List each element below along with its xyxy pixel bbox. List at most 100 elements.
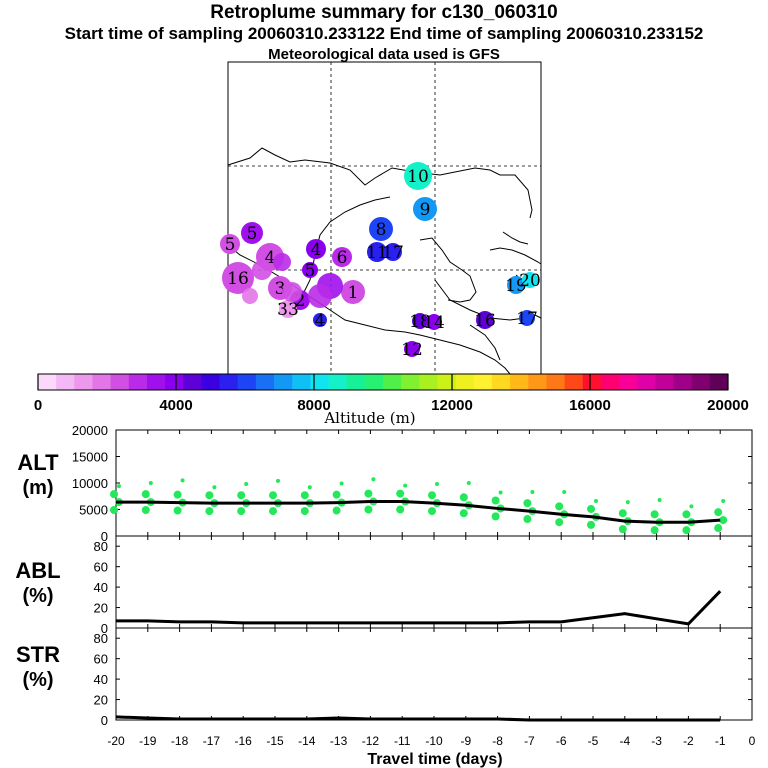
x-tick-label: -1	[715, 734, 726, 748]
altitude-scatter-point	[498, 490, 503, 495]
colorbar-swatch	[619, 374, 638, 390]
colorbar-swatch	[455, 374, 475, 390]
panel-label-name: STR	[16, 642, 60, 667]
trajectory-marker-dot	[306, 239, 326, 259]
panel-label-name: ABL	[15, 558, 60, 583]
colorbar-swatch	[110, 374, 130, 390]
colorbar-tick-label: 8000	[297, 397, 330, 414]
altitude-scatter-point	[466, 481, 471, 485]
y-tick-label: 40	[94, 580, 108, 595]
x-tick-label: -16	[235, 734, 253, 748]
altitude-scatter-point	[364, 505, 373, 514]
colorbar-swatch	[128, 374, 148, 390]
y-tick-label: 0	[101, 713, 108, 728]
y-tick-label: 80	[94, 631, 108, 646]
altitude-scatter-point	[332, 506, 341, 515]
y-tick-label: 20	[94, 693, 108, 708]
trajectory-marker-label: 5	[305, 261, 316, 281]
trajectory-marker: 11	[366, 242, 388, 263]
x-tick-label: -8	[492, 734, 503, 748]
colorbar-swatch	[437, 374, 457, 390]
y-tick-label: 15000	[72, 450, 108, 465]
trajectory-marker-label: 17	[516, 309, 538, 329]
colorbar-swatch	[600, 374, 620, 390]
trajectory-marker: 1	[341, 280, 365, 304]
altitude-scatter-point	[173, 490, 182, 499]
altitude-scatter-point	[594, 499, 598, 504]
altitude-scatter-point	[205, 507, 214, 516]
colorbar-swatch	[491, 374, 511, 390]
x-tick-label: 0	[749, 734, 756, 748]
panel-frame	[115, 535, 753, 629]
trajectory-marker-dot	[341, 280, 365, 304]
colorbar-swatch	[183, 374, 202, 390]
trajectory-marker: 16	[474, 311, 496, 331]
trajectory-marker-label: 5	[247, 224, 258, 244]
altitude-scatter-point	[339, 481, 344, 486]
altitude-scatter-point	[141, 506, 150, 515]
x-tick-label: -15	[266, 734, 284, 748]
altitude-scatter-point	[587, 520, 595, 529]
sampling-times: Start time of sampling 20060310.233122 E…	[64, 24, 704, 43]
altitude-scatter-point	[618, 525, 627, 534]
y-tick-label: 0	[101, 621, 108, 636]
trajectory-marker-label: 11	[366, 243, 388, 263]
colorbar-tick-label: 4000	[159, 397, 192, 414]
trajectory-marker-dot	[476, 311, 494, 329]
trajectory-marker-label: 4	[311, 240, 322, 260]
colorbar-swatch	[255, 374, 275, 390]
trajectory-marker: 10	[404, 162, 432, 190]
altitude-scatter-point	[491, 496, 500, 505]
trajectory-marker-dot	[404, 162, 432, 190]
trajectory-marker-label: 14	[423, 313, 445, 333]
colorbar-swatch	[219, 374, 239, 390]
x-tick-label: -13	[330, 734, 348, 748]
trajectory-marker-label: 4	[315, 311, 326, 331]
trajectory-marker-label: 2	[295, 291, 306, 311]
trajectory-marker-dot	[279, 300, 297, 318]
colorbar-swatch	[673, 374, 693, 390]
trajectory-marker-label: 17	[382, 243, 404, 263]
altitude-scatter-point	[396, 489, 405, 498]
x-tick-label: -10	[425, 734, 443, 748]
trajectory-marker: 18	[409, 312, 431, 332]
altitude-scatter-point	[110, 490, 118, 499]
trajectory-marker-dot	[367, 242, 387, 262]
x-tick-label: -7	[524, 734, 535, 748]
trajectory-marker-label: 33	[277, 300, 299, 320]
x-tick-label: -2	[683, 734, 694, 748]
y-tick-label: 80	[94, 539, 108, 554]
x-tick-label: -3	[651, 734, 662, 748]
colorbar-tick-label: 0	[34, 397, 42, 414]
altitude-scatter-point	[300, 491, 309, 500]
altitude-scatter-point	[689, 504, 694, 509]
altitude-scatter-point	[459, 493, 468, 502]
altitude-scatter-point	[117, 484, 121, 489]
x-tick-label: -20	[107, 734, 125, 748]
altitude-scatter-point	[682, 526, 691, 535]
trajectory-marker-dot	[413, 197, 437, 221]
trajectory-blob	[308, 284, 332, 308]
x-tick-label: -14	[298, 734, 316, 748]
colorbar-swatch	[364, 374, 384, 390]
colorbar-swatch	[546, 374, 566, 390]
colorbar-swatch	[637, 374, 656, 390]
altitude-scatter-point	[237, 491, 246, 500]
colorbar-swatch	[74, 374, 93, 390]
colorbar-swatch	[56, 374, 75, 390]
y-tick-label: 40	[94, 672, 108, 687]
altitude-scatter-point	[714, 508, 723, 517]
trajectory-marker-label: 4	[265, 248, 276, 268]
altitude-scatter-point	[141, 490, 150, 499]
trajectory-marker-label: 10	[407, 167, 429, 187]
trajectory-marker-dot	[220, 234, 240, 254]
altitude-scatter-point	[625, 500, 630, 505]
panel-label-name: ALT	[17, 450, 59, 475]
colorbar-swatch	[383, 374, 402, 390]
time-series-panels: 05000100001500020000ALT(m)020406080ABL(%…	[15, 423, 755, 768]
trajectory-marker-dot	[241, 222, 263, 244]
altitude-scatter-point	[428, 491, 436, 500]
trajectory-marker-dot	[369, 217, 393, 241]
trajectory-marker-dot	[404, 341, 420, 357]
